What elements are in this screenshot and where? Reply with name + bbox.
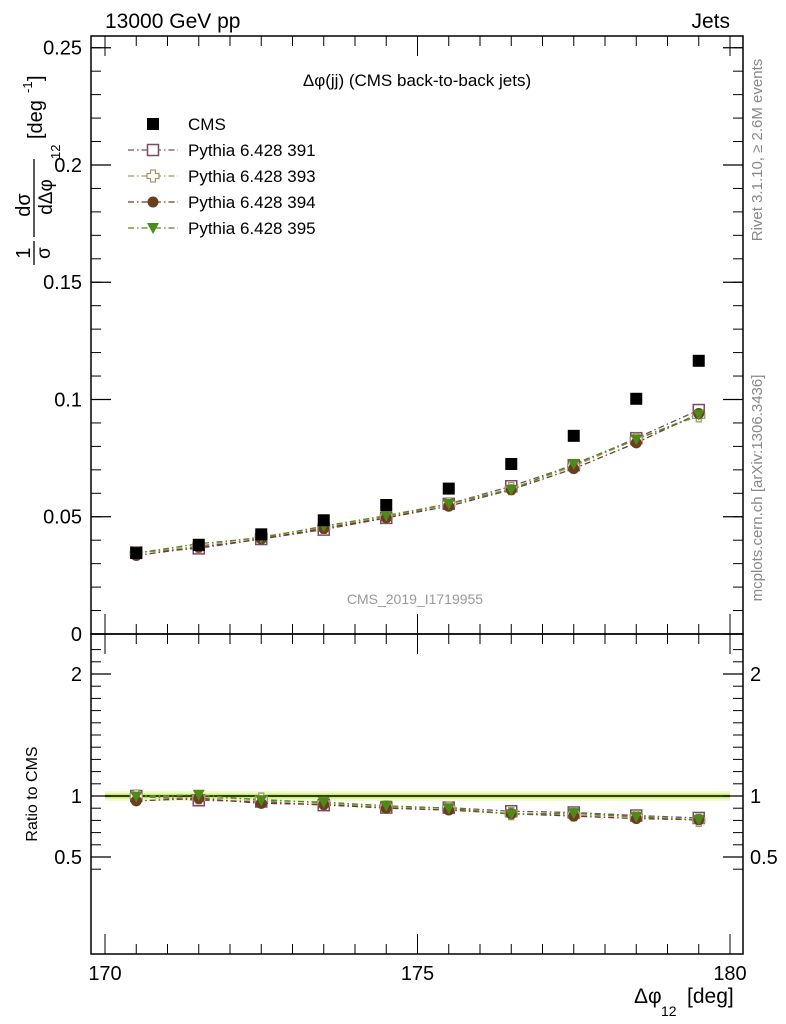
ratio-plot-panel: 0.5 0.5 1 1 2 2 170 175 180 Ratio to CMS [24, 633, 778, 985]
svg-text:Δφ: Δφ [634, 985, 662, 1008]
ratio-y-tick-label-right: 2 [750, 664, 761, 686]
ratio-line-0 [136, 795, 699, 819]
data-point-0 [630, 392, 643, 405]
header-energy-label: 13000 GeV pp [105, 10, 240, 33]
ratio-point-3 [692, 814, 705, 826]
main-x-axis-ticks [104, 36, 731, 634]
main-y-axis-label: 1 σ dσ dΔφ 12 [deg -1 ] [13, 75, 63, 265]
ratio-point-3 [317, 797, 330, 809]
ratio-point-3 [255, 795, 268, 807]
data-point-0 [505, 457, 518, 470]
data-point-0 [130, 547, 143, 560]
legend-marker-3 [147, 196, 159, 208]
ratio-series-group [129, 789, 706, 828]
ratio-point-3 [442, 803, 455, 815]
ratio-y-tick-label: 0.5 [54, 847, 82, 869]
plot-title: Δφ(jj) (CMS back-to-back jets) [303, 71, 531, 90]
ratio-point-3 [567, 808, 580, 820]
data-point-4 [567, 458, 580, 470]
legend-label-1: Pythia 6.428 391 [188, 141, 316, 160]
svg-text:[deg]: [deg] [687, 985, 734, 1008]
ratio-point-3 [192, 789, 205, 801]
y-tick-label: 0.2 [54, 155, 82, 177]
legend-marker-1 [146, 143, 160, 157]
x-tick-label: 170 [88, 963, 121, 985]
ratio-y-tick-label-right: 1 [750, 786, 761, 808]
svg-text:12: 12 [48, 145, 63, 159]
main-plot-panel: 0 0.05 0.1 0.15 0.2 0.25 Δφ(jj) (CMS back-to-… [43, 35, 744, 646]
legend-label-3: Pythia 6.428 394 [188, 193, 316, 212]
data-point-4 [692, 409, 705, 421]
legend-label-0: CMS [188, 115, 226, 134]
ratio-y-tick-label-right: 0.5 [750, 847, 778, 869]
legend-label-4: Pythia 6.428 395 [188, 219, 316, 238]
svg-text:[deg: [deg [25, 100, 47, 139]
data-point-4 [505, 484, 518, 496]
ratio-line-2 [136, 797, 699, 821]
data-point-0 [692, 354, 705, 367]
data-point-0 [567, 429, 580, 442]
source-url-label: mcplots.cern.ch [arXiv:1306.3436] [749, 375, 766, 602]
ratio-line-1 [136, 795, 699, 822]
svg-text:σ: σ [34, 247, 55, 259]
data-point-0 [192, 538, 205, 551]
ratio-point-3 [130, 791, 143, 803]
ratio-point-3 [630, 811, 643, 823]
x-axis-label: Δφ 12 [deg] [634, 985, 734, 1019]
legend-marker-4 [147, 223, 159, 234]
main-series-group [129, 354, 706, 561]
svg-text:12: 12 [661, 1003, 677, 1019]
data-point-0 [255, 528, 268, 541]
data-point-0 [380, 499, 393, 512]
rivet-version-label: Rivet 3.1.10, ≥ 2.6M events [749, 59, 766, 242]
ratio-y-tick-label: 2 [71, 664, 82, 686]
data-point-0 [317, 514, 330, 527]
ratio-y-axis-label: Ratio to CMS [24, 746, 41, 841]
legend-marker-0 [147, 118, 159, 130]
ratio-y-tick-label: 1 [71, 786, 82, 808]
y-tick-label: 0.25 [43, 38, 82, 60]
header-process-label: Jets [691, 10, 730, 33]
y-tick-label: 0.1 [54, 389, 82, 411]
data-point-4 [630, 434, 643, 446]
svg-text:]: ] [25, 75, 47, 81]
ratio-point-3 [505, 809, 518, 821]
y-tick-label: 0.15 [43, 272, 82, 294]
ratio-point-3 [380, 800, 393, 812]
svg-text:1: 1 [13, 247, 35, 258]
legend: CMS Pythia 6.428 391 Pythia 6.428 393 Pythi… [128, 115, 316, 238]
y-tick-label: 0 [71, 624, 82, 646]
y-tick-label: 0.05 [43, 507, 82, 529]
ratio-x-axis: 170 175 180 [88, 634, 747, 985]
legend-marker-2 [146, 169, 160, 183]
x-tick-label: 180 [713, 963, 746, 985]
ratio-y-axis: 0.5 0.5 1 1 2 2 [54, 649, 778, 870]
svg-text:dΔφ: dΔφ [36, 179, 57, 215]
series-line-1 [136, 409, 700, 554]
legend-label-2: Pythia 6.428 393 [188, 167, 316, 186]
series-line-3 [136, 412, 700, 557]
series-line-4 [136, 414, 699, 554]
x-tick-label: 175 [401, 963, 434, 985]
data-point-4 [380, 510, 393, 522]
analysis-watermark: CMS_2019_I1719955 [347, 591, 483, 607]
series-line-2 [136, 415, 699, 554]
svg-text:dσ: dσ [13, 193, 35, 217]
data-point-4 [442, 498, 455, 510]
svg-text:-1: -1 [20, 81, 35, 93]
data-point-0 [442, 482, 455, 495]
